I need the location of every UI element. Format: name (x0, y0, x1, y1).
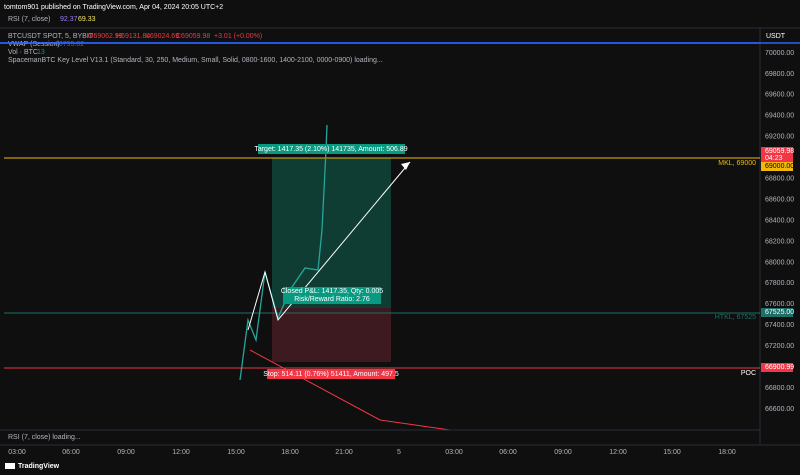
close: C69059.98 (176, 33, 210, 40)
time-tick-label: 12:00 (609, 449, 627, 456)
high: H69131.84 (116, 33, 150, 40)
last-price: 69059.98 (765, 148, 794, 155)
price-tick-label: 67800.00 (765, 280, 794, 287)
mkl-price: 69000.00 (765, 163, 794, 170)
price-tick-label: 69400.00 (765, 113, 794, 120)
mkl-label: MKL, 69000 (718, 160, 756, 167)
price-tick-label: 68400.00 (765, 217, 794, 224)
arrow-path (247, 161, 411, 331)
mkl-tag (761, 162, 793, 171)
price-tick-label: 68800.00 (765, 175, 794, 182)
price-tick-label: 70000.00 (765, 50, 794, 57)
time-tick-label: 18:00 (281, 449, 299, 456)
price-tick-label: 68000.00 (765, 259, 794, 266)
rsi-name: RSI (7, close) (8, 16, 50, 23)
indicator: SpacemanBTC Key Level V13.1 (Standard, 3… (8, 57, 383, 64)
symbol: BTCUSDT SPOT, 5, BYBIT (8, 33, 94, 40)
stop-zone (272, 308, 391, 362)
htkl-price: 67525.00 (765, 309, 794, 316)
last-price-tag (761, 147, 793, 163)
open: O69062.99 (88, 33, 123, 40)
price-tick-label: 68600.00 (765, 196, 794, 203)
target-box (258, 144, 405, 154)
rsi-v2: 69.33 (78, 16, 96, 23)
time-tick-label: 03:00 (445, 449, 463, 456)
htkl-label: HTKL, 67525 (715, 314, 756, 321)
target-zone (272, 158, 391, 308)
price-tick-label: 69800.00 (765, 71, 794, 78)
time-tick-label: 5 (397, 449, 401, 456)
price-tick-label: 69200.00 (765, 134, 794, 141)
time-tick-label: 15:00 (663, 449, 681, 456)
price-tick-label: 68200.00 (765, 238, 794, 245)
closed-box (283, 287, 381, 304)
time-tick-label: 06:00 (62, 449, 80, 456)
stop-box (267, 369, 395, 379)
vwap: VWAP (Session) (8, 41, 60, 48)
countdown: 04:23 (765, 155, 783, 162)
poc-tag (761, 363, 793, 372)
currency: USDT (766, 33, 786, 40)
arrow-head (401, 162, 410, 170)
time-tick-label: 09:00 (554, 449, 572, 456)
time-tick-label: 03:00 (8, 449, 26, 456)
stop-text: Stop: 514.11 (0.76%) 51411, Amount: 497.… (263, 371, 399, 378)
time-tick-label: 15:00 (227, 449, 245, 456)
rr-text: Risk/Reward Ratio: 2.76 (294, 296, 370, 303)
low: L69024.69 (146, 33, 179, 40)
brand: TradingView (18, 463, 60, 470)
htkl-tag (761, 308, 793, 317)
price-tick-label: 66600.00 (765, 406, 794, 413)
target-text: Target: 1417.35 (2.10%) 141735, Amount: … (254, 146, 407, 153)
time-tick-label: 21:00 (335, 449, 353, 456)
price-tick-label: 66800.00 (765, 385, 794, 392)
time-tick-label: 06:00 (499, 449, 517, 456)
price-tick-label: 67600.00 (765, 301, 794, 308)
price-tick-label: 69600.00 (765, 92, 794, 99)
price-tick-label: 67400.00 (765, 322, 794, 329)
change: +3.01 (+0.00%) (214, 33, 262, 40)
vwap-value: 66795.02 (55, 41, 84, 48)
time-tick-label: 12:00 (172, 449, 190, 456)
closed-text: Closed P&L: 1417.35, Qty: 0.005 (281, 288, 383, 295)
time-tick-label: 09:00 (117, 449, 135, 456)
rsi-v1: 92.37 (60, 16, 78, 23)
vol: Vol · BTC (8, 49, 38, 56)
poc-price: 66900.99 (765, 364, 794, 371)
time-tick-label: 18:00 (718, 449, 736, 456)
poc-label: POC (741, 370, 756, 377)
rsi-bottom: RSI (7, close) loading... (8, 434, 81, 441)
vol-value: 13 (37, 49, 45, 56)
price-tick-label: 67200.00 (765, 343, 794, 350)
publisher: tomtom901 published on TradingView.com, … (4, 4, 223, 11)
brand-logo (5, 463, 15, 469)
